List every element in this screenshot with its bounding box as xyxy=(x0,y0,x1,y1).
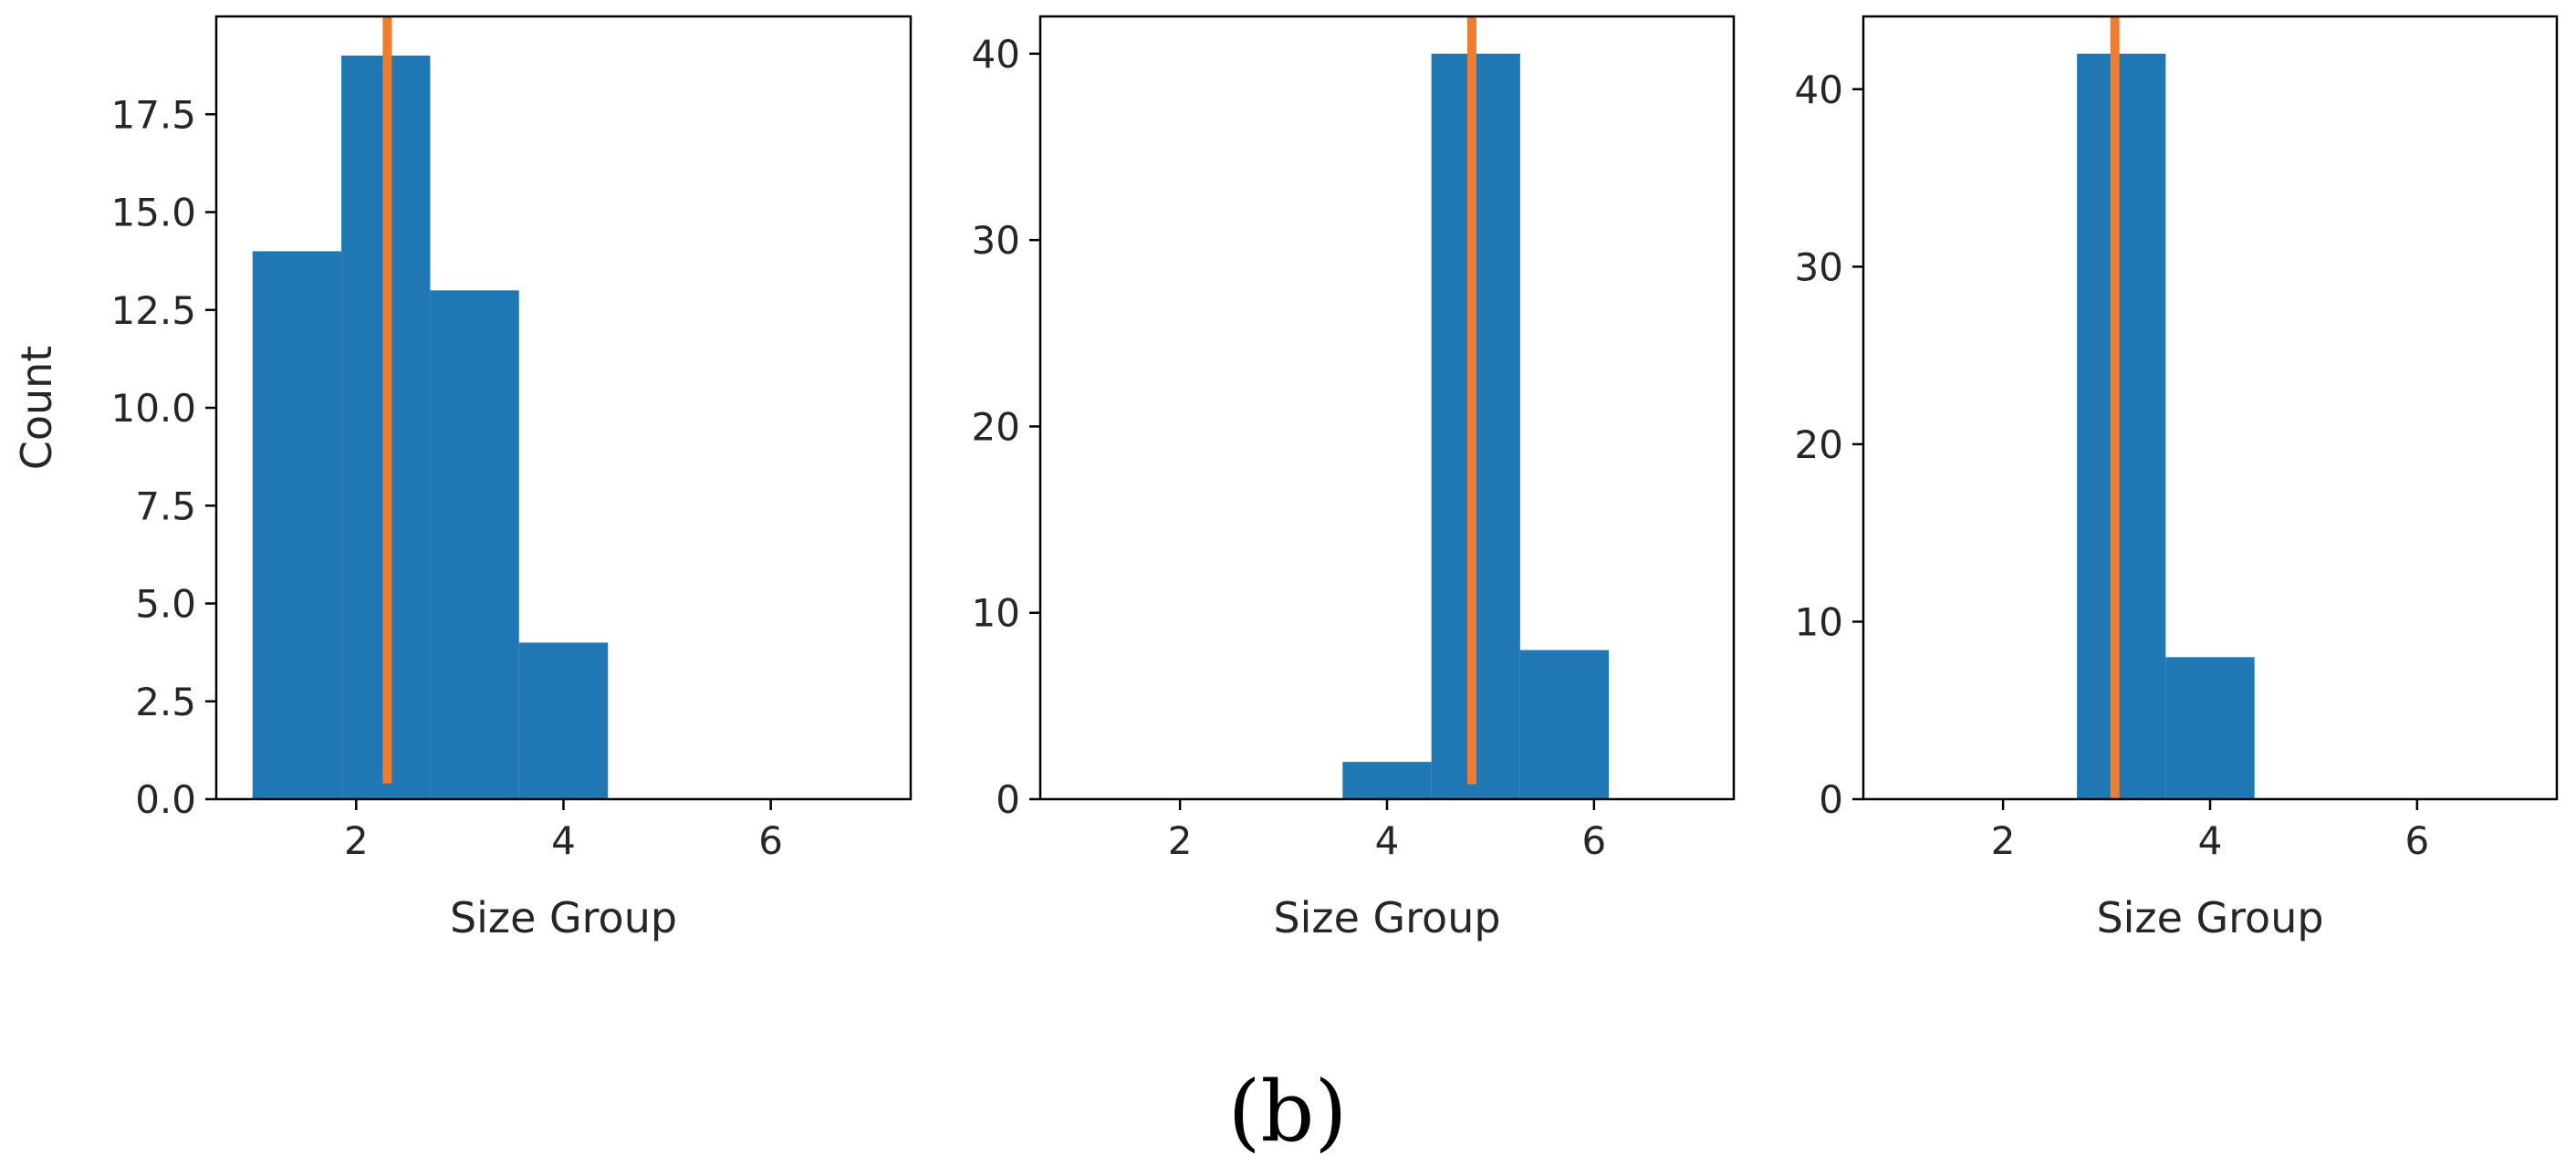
histogram-bar xyxy=(2165,657,2255,799)
x-tick-label: 4 xyxy=(1375,818,1400,863)
histogram-bar xyxy=(1519,650,1610,799)
y-tick-label: 5.0 xyxy=(135,582,196,627)
x-tick-label: 4 xyxy=(2198,818,2223,863)
y-tick-label: 20 xyxy=(1795,422,1843,467)
y-tick-label: 15.0 xyxy=(110,191,196,235)
y-tick-label: 10 xyxy=(1795,599,1843,644)
histogram-bar xyxy=(1342,762,1432,799)
x-tick-label: 2 xyxy=(1991,818,2016,863)
y-tick-label: 17.5 xyxy=(110,92,196,137)
x-axis-label: Size Group xyxy=(450,893,677,942)
x-tick-label: 4 xyxy=(551,818,576,863)
histogram-panels: 2 4 6 0.0 2.5 5.0 7.5 10.0 12.5 15.0 17.5 Size Grou… xyxy=(12,15,2559,942)
y-tick-label: 12.5 xyxy=(110,288,196,333)
y-tick-label: 0 xyxy=(996,777,1020,822)
y-tick-label: 20 xyxy=(972,404,1020,449)
x-tick-label: 6 xyxy=(758,818,783,863)
x-tick-label: 2 xyxy=(344,818,369,863)
x-tick-label: 6 xyxy=(2404,818,2429,863)
histogram-bar xyxy=(518,642,609,799)
y-tick-label: 30 xyxy=(972,218,1020,263)
x-tick-label: 2 xyxy=(1168,818,1193,863)
histogram-panel: 2 4 6 0.0 2.5 5.0 7.5 10.0 12.5 15.0 17.5 Size Grou… xyxy=(12,15,913,942)
y-tick-label: 30 xyxy=(1795,244,1843,289)
histogram-bar xyxy=(430,290,519,799)
histogram-bar xyxy=(2077,53,2166,800)
histogram-bar xyxy=(252,251,342,799)
y-tick-label: 40 xyxy=(1795,68,1843,112)
y-tick-label: 7.5 xyxy=(135,484,196,528)
x-tick-label: 6 xyxy=(1581,818,1606,863)
y-tick-label: 0 xyxy=(1819,777,1843,822)
x-axis-label: Size Group xyxy=(1273,893,1500,942)
histogram-panel: 2 4 6 0 10 20 30 40 Size Group xyxy=(1795,15,2559,942)
y-tick-label: 2.5 xyxy=(135,680,196,724)
y-tick-label: 10.0 xyxy=(110,386,196,431)
figure-caption: (b) xyxy=(1228,1063,1348,1160)
axes-frame xyxy=(1038,15,1736,801)
y-tick-label: 0.0 xyxy=(135,777,196,822)
y-tick-label: 10 xyxy=(972,591,1020,636)
x-axis-label: Size Group xyxy=(2096,893,2323,942)
histogram-panel: 2 4 6 0 10 20 30 40 Size Group xyxy=(972,15,1736,942)
y-axis-label: Count xyxy=(12,346,61,471)
y-tick-label: 40 xyxy=(972,32,1020,77)
